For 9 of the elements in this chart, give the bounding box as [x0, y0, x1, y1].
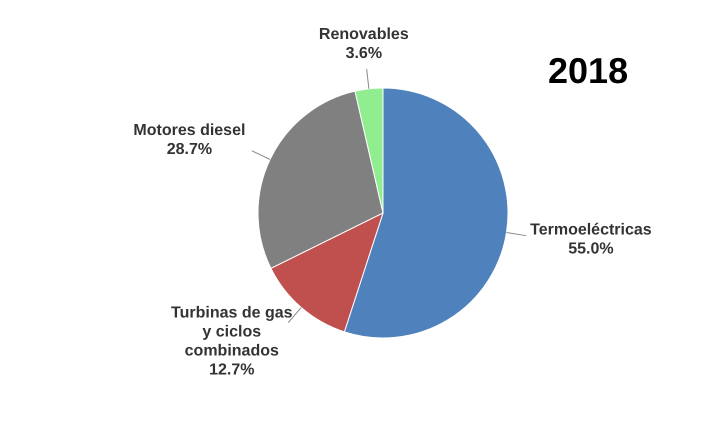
data-label: 28.7%	[166, 141, 212, 158]
slice-label: Renovables	[318, 26, 409, 44]
slice-label: Turbinas de gas y ciclos combinados	[171, 304, 293, 360]
data-label: 55.0%	[568, 240, 614, 258]
slice-label: Motores diesel	[133, 122, 246, 140]
slice-label: Termoeléctricas	[530, 222, 652, 239]
data-label: 12.7%	[209, 362, 254, 379]
text: 2018	[548, 50, 628, 92]
data-label: 3.6%	[346, 45, 382, 62]
